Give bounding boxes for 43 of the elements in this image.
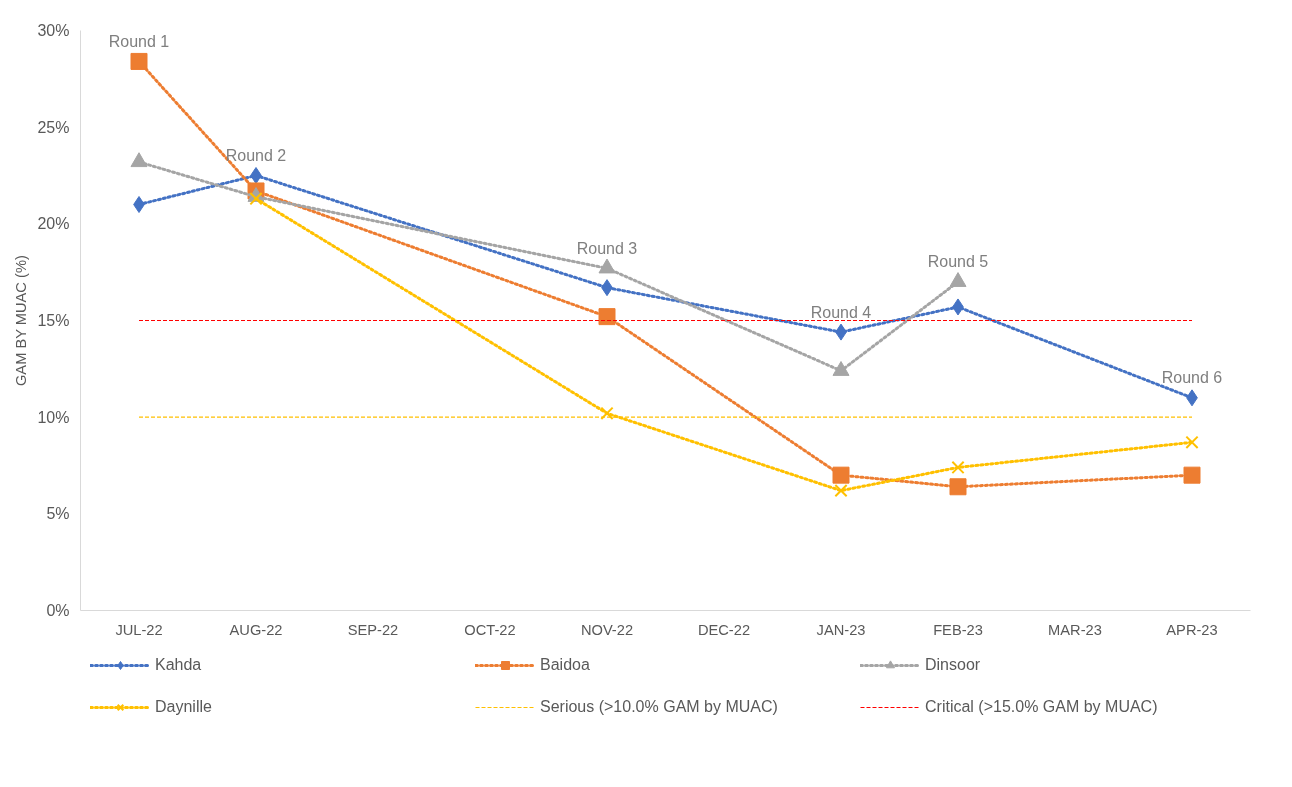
x-tick-label: APR-23	[1166, 621, 1218, 638]
point	[598, 308, 616, 326]
x-tick-label: NOV-22	[580, 621, 634, 638]
x-tick-label: DEC-22	[697, 621, 751, 638]
point	[249, 192, 263, 206]
x-tick-label: JUL-22	[115, 621, 163, 638]
y-tick-label: 5%	[46, 505, 70, 523]
x-tick-label: MAR-23	[1048, 621, 1102, 638]
point	[130, 152, 148, 168]
legend-label: Critical (>15.0% GAM by MUAC)	[925, 698, 1159, 716]
point	[133, 196, 145, 213]
y-tick-label: 10%	[37, 408, 70, 426]
x-tick-label: FEB-23	[933, 621, 983, 638]
y-tick-label: 15%	[37, 312, 70, 329]
annotation: Round 6	[1161, 369, 1223, 387]
point	[1183, 466, 1201, 484]
y-tick-label: 30%	[37, 22, 70, 39]
y-tick-label: 20%	[37, 215, 70, 233]
legend-label: Baidoa	[540, 656, 591, 674]
x-tick-label: AUG-22	[229, 621, 283, 638]
legend-label: Dinsoor	[925, 656, 982, 674]
point	[951, 460, 965, 475]
point	[832, 466, 850, 484]
point	[949, 478, 967, 496]
point	[130, 52, 148, 70]
y-axis-title: GAM BY MUAC (%)	[13, 255, 30, 387]
y-tick-label: 0%	[46, 602, 70, 619]
point	[834, 483, 848, 498]
x-tick-label: SEP-22	[347, 621, 399, 638]
annotation: Round 3	[576, 239, 638, 257]
legend-label: Daynille	[155, 698, 213, 716]
annotation: Round 4	[810, 303, 872, 321]
x-tick-label: OCT-22	[464, 621, 516, 638]
legend-label: Kahda	[155, 656, 203, 674]
point	[600, 406, 614, 420]
x-tick-label: JAN-23	[816, 621, 866, 638]
annotation: Round 2	[225, 147, 287, 164]
point	[250, 167, 262, 184]
point	[1185, 435, 1199, 449]
legend-label: Serious (>10.0% GAM by MUAC)	[540, 698, 779, 716]
annotation: Round 5	[927, 253, 989, 271]
y-tick-label: 25%	[37, 118, 70, 136]
annotation: Round 1	[108, 32, 170, 50]
